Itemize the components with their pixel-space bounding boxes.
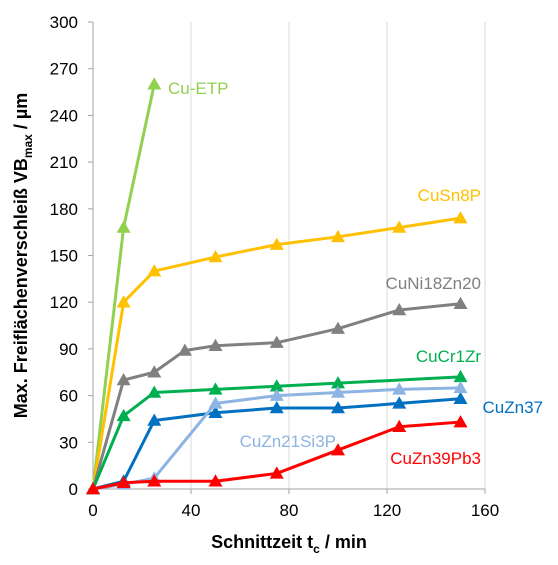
point-cuzn39pb3-7: [453, 415, 468, 428]
series-label-cucr1zr: CuCr1Zr: [416, 347, 482, 366]
point-cuni18zn20-2: [147, 365, 162, 378]
point-cuni18zn20-6: [331, 321, 345, 334]
grid-lines: [190, 22, 486, 489]
y-axis-title: Max. Freiflächenverschleiß VBmax / µm: [11, 93, 35, 419]
point-cuzn37-5: [331, 401, 345, 414]
y-tick-label-0: 0: [69, 480, 78, 499]
point-cuzn39pb3-3: [208, 474, 223, 487]
series-label-cuni18zn20: CuNi18Zn20: [386, 274, 481, 293]
series-cuzn37: [86, 391, 468, 495]
series-line-cuzn37: [92, 397, 461, 491]
point-cu-etp-1: [116, 220, 131, 233]
point-cuzn39pb3-1: [116, 475, 131, 489]
x-tick-label-80: 80: [280, 501, 299, 520]
y-tick-label-60: 60: [59, 387, 78, 406]
axes: [88, 21, 486, 494]
point-cuni18zn20-5: [269, 335, 284, 348]
point-cuzn39pb3-4: [269, 466, 284, 479]
series-label-cu-etp: Cu-ETP: [168, 79, 228, 98]
series-line-cuzn39pb3: [92, 420, 461, 491]
y-tick-label-150: 150: [50, 247, 78, 266]
point-cusn8p-1: [116, 295, 131, 308]
y-tick-label-210: 210: [50, 153, 78, 172]
point-cuzn37-6: [392, 396, 407, 409]
point-cuni18zn20-8: [453, 296, 468, 310]
point-cuni18zn20-3: [177, 343, 192, 356]
series-cuzn39pb3: [86, 415, 468, 495]
series-labels: Cu-ETP CuSn8P CuNi18Zn20 CuCr1Zr CuZn37 CuZn2…: [168, 79, 543, 468]
x-tick-label-160: 160: [471, 501, 499, 520]
point-cucr1zr-5: [331, 376, 345, 389]
point-cuzn37-3: [208, 405, 223, 418]
series-line-cusn8p: [91, 216, 461, 490]
y-tick-label-120: 120: [50, 293, 78, 312]
y-tick-label-90: 90: [59, 340, 78, 359]
point-cusn8p-3: [208, 250, 223, 263]
point-cusn8p-7: [453, 211, 468, 224]
point-cuni18zn20-7: [392, 302, 407, 316]
x-axis-title: Schnittzeit tc / min: [211, 532, 367, 556]
y-tick-label-240: 240: [50, 106, 78, 125]
series-layer: [86, 77, 468, 495]
series-label-cusn8p: CuSn8P: [418, 186, 481, 205]
point-cuzn21si3p-5: [331, 385, 345, 398]
point-cusn8p-4: [269, 237, 284, 250]
point-cuzn37-7: [453, 391, 468, 404]
point-cuzn21si3p-6: [392, 382, 407, 395]
series-cusn8p: [86, 211, 468, 495]
point-cusn8p-6: [392, 220, 407, 233]
point-cucr1zr-3: [208, 382, 223, 395]
series-label-cuzn21si3p: CuZn21Si3P: [240, 432, 336, 451]
point-cucr1zr-6: [453, 369, 468, 383]
series-label-cuzn37: CuZn37: [483, 398, 543, 417]
point-cuzn37-4: [269, 401, 284, 414]
point-cuzn21si3p-3: [208, 396, 223, 409]
point-cuni18zn20-4: [208, 338, 223, 352]
point-cuzn21si3p-7: [453, 380, 468, 394]
point-cuzn39pb3-5: [331, 443, 345, 456]
x-tick-label-0: 0: [88, 501, 97, 520]
point-cucr1zr-2: [147, 385, 162, 398]
y-tick-label-270: 270: [50, 60, 78, 79]
point-cu-etp-2: [147, 77, 162, 90]
x-tick-label-40: 40: [182, 501, 201, 520]
point-cuzn39pb3-0: [86, 482, 100, 495]
point-cucr1zr-1: [116, 408, 131, 422]
y-tick-label-300: 300: [50, 13, 78, 32]
point-cusn8p-5: [331, 229, 345, 243]
point-cuzn21si3p-4: [269, 388, 284, 401]
point-cuzn37-2: [147, 413, 162, 426]
y-tick-label-30: 30: [59, 433, 78, 452]
point-cuzn39pb3-2: [147, 474, 162, 487]
series-label-cuzn39pb3: CuZn39Pb3: [390, 449, 481, 468]
tick-labels: 0 30 60 90 120 150 180 210 240 270 300 0 40 80 120 160: [50, 13, 500, 520]
x-tick-label-120: 120: [373, 501, 401, 520]
point-cusn8p-2: [147, 264, 162, 277]
point-cucr1zr-4: [269, 379, 284, 392]
point-cuzn39pb3-6: [392, 419, 407, 432]
point-cuni18zn20-1: [116, 373, 131, 386]
y-tick-label-180: 180: [50, 200, 78, 219]
